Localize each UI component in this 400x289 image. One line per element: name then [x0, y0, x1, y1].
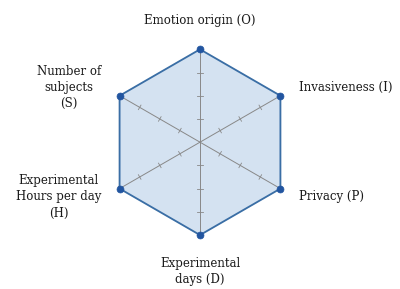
- Text: Experimental
days (D): Experimental days (D): [160, 257, 240, 286]
- Polygon shape: [120, 49, 280, 235]
- Text: Emotion origin (O): Emotion origin (O): [144, 14, 256, 27]
- Text: Privacy (P): Privacy (P): [299, 190, 364, 203]
- Text: Experimental
Hours per day
(H): Experimental Hours per day (H): [16, 175, 101, 219]
- Text: Number of
subjects
(S): Number of subjects (S): [37, 65, 101, 110]
- Text: Invasiveness (I): Invasiveness (I): [299, 81, 392, 94]
